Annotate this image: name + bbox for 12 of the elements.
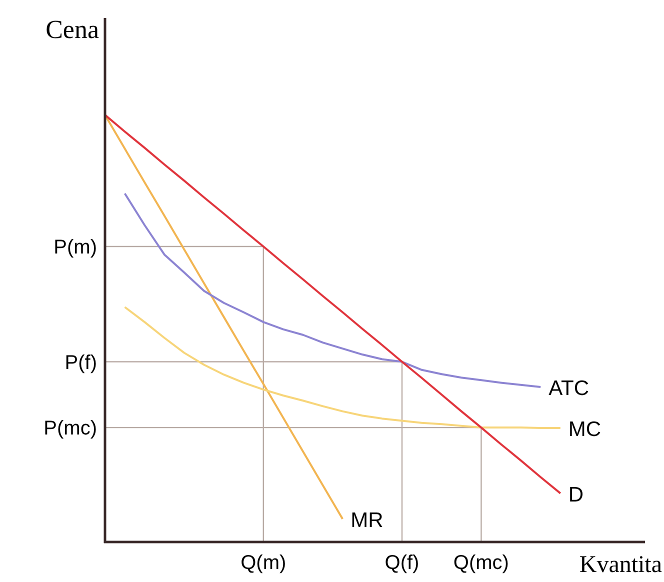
- series-label: MR: [350, 508, 384, 532]
- ref-line-label: P(f): [64, 352, 97, 374]
- series-label: ATC: [548, 376, 590, 400]
- y-axis-title: Cena: [46, 15, 100, 44]
- x-tick-label: Q(f): [384, 552, 420, 574]
- series-label: MC: [568, 418, 602, 441]
- ref-line-label: P(m): [54, 236, 97, 258]
- series-label: D: [568, 483, 584, 506]
- x-tick-label: Q(m): [240, 552, 286, 574]
- ref-line-label: P(mc): [44, 418, 97, 440]
- x-axis-title: Kvantita: [579, 552, 662, 578]
- x-tick-label: Q(mc): [453, 552, 509, 574]
